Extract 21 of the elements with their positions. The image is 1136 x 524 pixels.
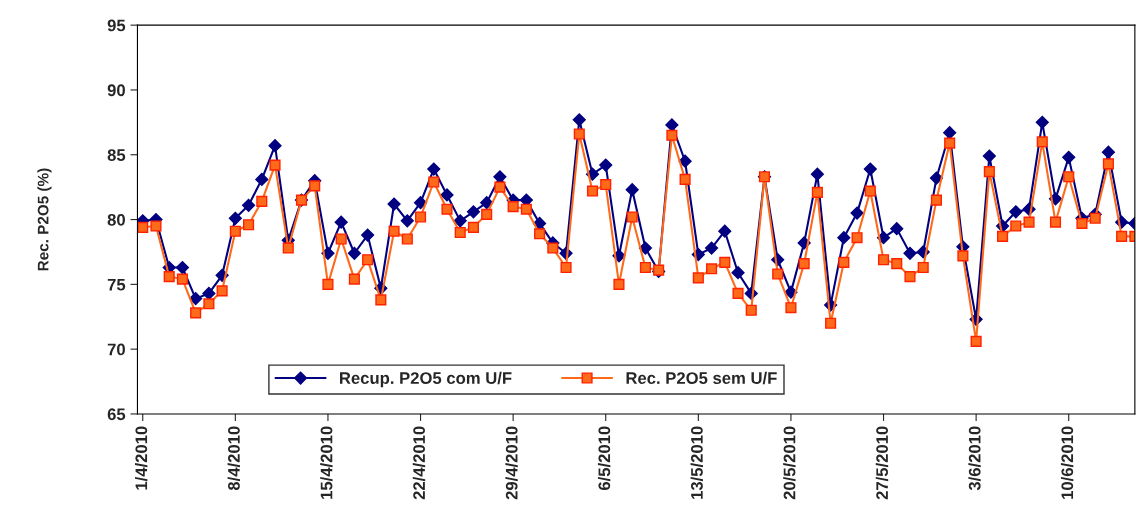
y-tick-label: 70 <box>107 343 125 356</box>
y-tick-label: 90 <box>107 84 125 97</box>
x-tick-label: 6/5/2010 <box>597 426 611 491</box>
x-tick-label: 15/4/2010 <box>320 426 333 499</box>
x-tick-label: 27/5/2010 <box>875 426 889 500</box>
y-tick-label: 95 <box>107 19 126 32</box>
x-tick-label: 10/6/2010 <box>1060 426 1074 499</box>
legend-label: Recup. P2O5 com U/F <box>340 371 512 388</box>
y-tick-label: 65 <box>107 408 126 421</box>
x-tick-label: 1/4/2010 <box>134 426 148 490</box>
y-tick-label: 75 <box>107 278 126 291</box>
x-tick-label: 3/6/2010 <box>968 426 981 491</box>
x-tick-label: 29/4/2010 <box>505 426 518 500</box>
legend-label: Rec. P2O5 sem U/F <box>626 371 777 385</box>
x-tick-label: 8/4/2010 <box>227 426 240 491</box>
y-tick-label: 80 <box>107 213 125 226</box>
y-axis-title: Rec. P2O5 (%) <box>37 168 52 271</box>
y-tick-label: 85 <box>107 149 126 161</box>
x-tick-label: 13/5/2010 <box>690 426 703 499</box>
x-tick-label: 22/4/2010 <box>412 426 426 500</box>
x-tick-label: 20/5/2010 <box>783 426 796 500</box>
